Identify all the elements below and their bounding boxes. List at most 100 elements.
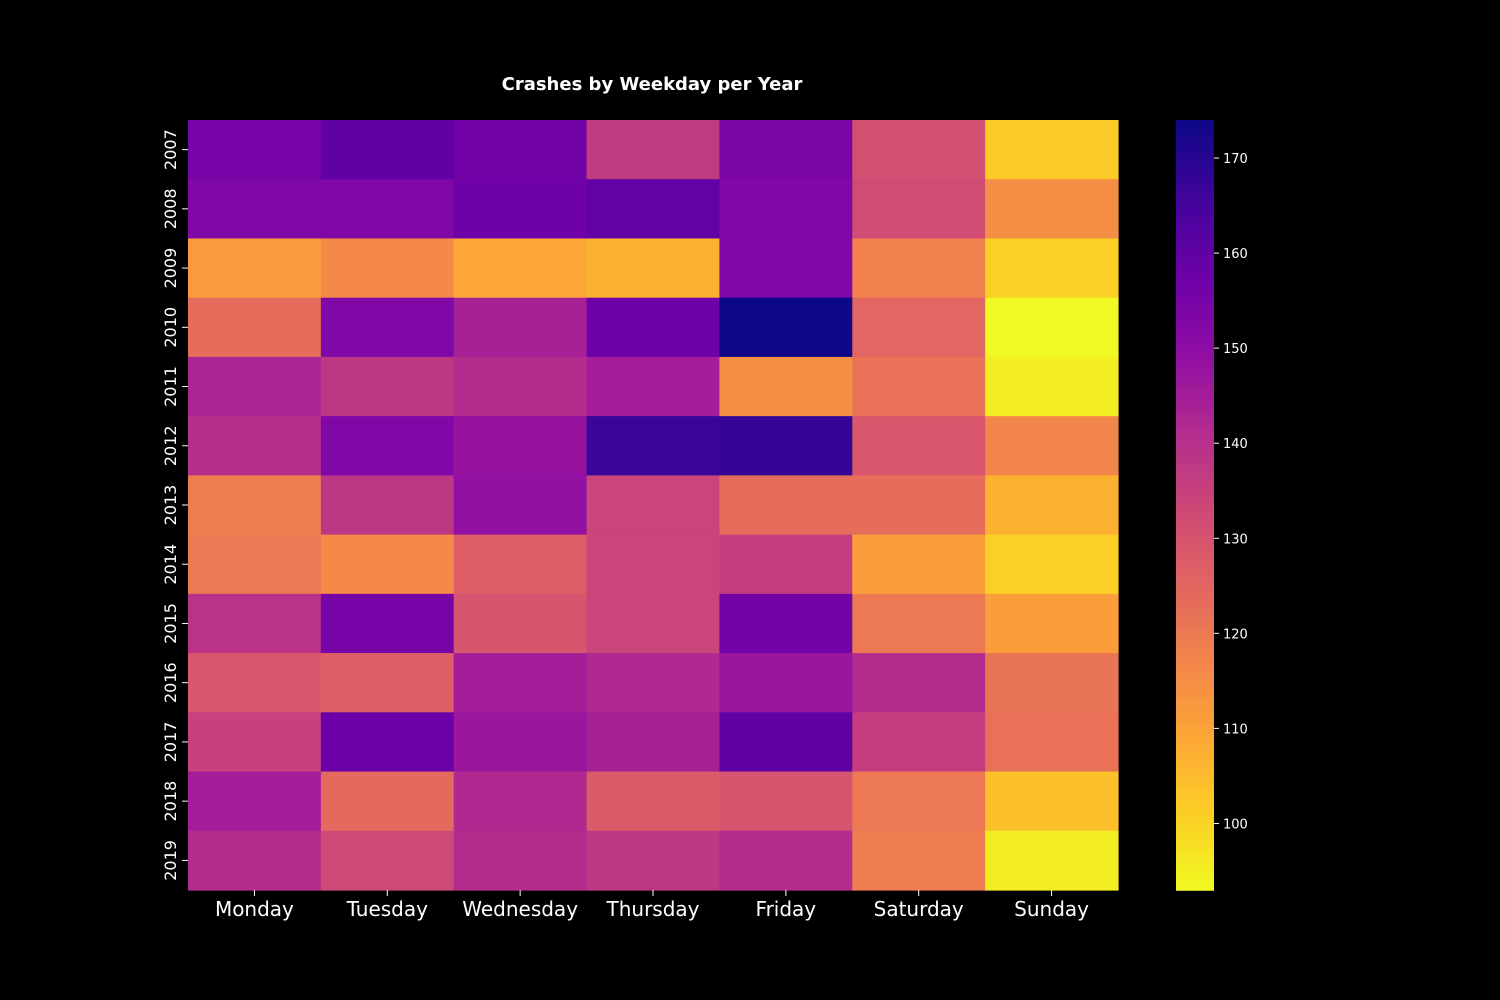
colorbar-segment <box>1176 589 1214 595</box>
colorbar-segment <box>1176 816 1214 822</box>
colorbar-segment <box>1176 720 1214 726</box>
colorbar-segment <box>1176 358 1214 364</box>
colorbar-segment <box>1176 878 1214 884</box>
y-axis-ticks: 2007 2008 2009 2010 2011 2012 2013 2014 2015 2016… <box>161 129 188 881</box>
colorbar-segment <box>1176 381 1214 387</box>
heatmap-cell <box>188 416 322 476</box>
heatmap-cell <box>586 830 721 891</box>
heatmap-cell <box>586 356 721 417</box>
heatmap-cell <box>188 830 322 891</box>
colorbar-segment <box>1176 859 1214 864</box>
heatmap-cell <box>453 830 588 891</box>
heatmap-cell <box>188 179 322 240</box>
colorbar-tick-label: 110 <box>1223 722 1248 737</box>
heatmap-cell <box>985 593 1119 654</box>
heatmap-cell <box>453 179 588 240</box>
heatmap-cell <box>188 653 322 713</box>
heatmap-cell <box>719 356 853 417</box>
colorbar-segment <box>1176 570 1214 576</box>
colorbar-segment <box>1176 166 1214 171</box>
colorbar-segment <box>1176 343 1214 348</box>
heatmap-cell <box>719 653 853 713</box>
colorbar-segment <box>1176 497 1214 502</box>
colorbar-segment <box>1176 170 1214 175</box>
colorbar-segment <box>1176 250 1214 256</box>
colorbar-segment <box>1176 716 1214 722</box>
y-tick-label: 2019 <box>161 840 180 881</box>
heatmap-cell <box>586 179 721 240</box>
colorbar-segment <box>1176 197 1214 202</box>
colorbar-segment <box>1176 412 1214 418</box>
colorbar-segment <box>1176 362 1214 368</box>
heatmap-cell <box>586 593 721 654</box>
heatmap-cell <box>320 534 455 595</box>
heatmap-cell <box>188 475 322 536</box>
colorbar-segment <box>1176 728 1214 733</box>
colorbar-segment <box>1176 451 1214 456</box>
colorbar-segment <box>1176 370 1214 375</box>
colorbar-segment <box>1176 836 1214 841</box>
colorbar-segment <box>1176 258 1214 264</box>
colorbar-segment <box>1176 235 1214 241</box>
colorbar-segment <box>1176 555 1214 560</box>
colorbar-segment <box>1176 385 1214 391</box>
y-tick-label: 2010 <box>161 307 180 348</box>
x-tick-label: Thursday <box>606 897 700 921</box>
colorbar-segment <box>1176 404 1214 410</box>
colorbar-segment <box>1176 866 1214 872</box>
heatmap-cell <box>453 534 588 595</box>
heatmap-cell <box>719 238 853 299</box>
heatmap-cell <box>719 712 853 773</box>
colorbar-segment <box>1176 674 1214 680</box>
colorbar-tick-label: 130 <box>1223 532 1248 547</box>
colorbar-segment <box>1176 770 1214 776</box>
heatmap-cell <box>586 416 721 476</box>
colorbar-segment <box>1176 736 1214 741</box>
colorbar-segment <box>1176 181 1214 187</box>
colorbar-segment <box>1176 366 1214 372</box>
colorbar-segment <box>1176 624 1214 629</box>
heatmap-cell <box>719 120 853 180</box>
colorbar-segment <box>1176 204 1214 210</box>
colorbar-segment <box>1176 416 1214 422</box>
y-tick-label: 2008 <box>161 188 180 229</box>
colorbar-segment <box>1176 339 1214 345</box>
colorbar-ticks: 100 110 120 130 140 150 160 170 <box>1214 152 1248 832</box>
colorbar-segment <box>1176 520 1214 526</box>
colorbar-segment <box>1176 647 1214 653</box>
colorbar-segment <box>1176 797 1214 803</box>
heatmap-cell <box>586 771 721 832</box>
heatmap-cell <box>320 416 455 476</box>
colorbar-segment <box>1176 697 1214 703</box>
colorbar-segment <box>1176 262 1214 268</box>
colorbar-segment <box>1176 643 1214 649</box>
colorbar-segment <box>1176 150 1214 156</box>
x-tick-label: Monday <box>215 897 294 921</box>
heatmap-cell <box>985 297 1119 358</box>
colorbar-segment <box>1176 247 1214 252</box>
colorbar-segment <box>1176 277 1214 283</box>
heatmap-cell <box>719 475 853 536</box>
colorbar-segment <box>1176 478 1214 483</box>
colorbar-segment <box>1176 512 1214 518</box>
colorbar-segment <box>1176 828 1214 834</box>
colorbar-segment <box>1176 143 1214 148</box>
heatmap-cell <box>852 297 986 358</box>
heatmap-cell <box>852 120 986 180</box>
heatmap-cell <box>719 297 853 358</box>
heatmap-cell <box>453 653 588 713</box>
colorbar-segment <box>1176 466 1214 472</box>
heatmap-cell <box>188 356 322 417</box>
y-tick-label: 2009 <box>161 248 180 289</box>
colorbar-segment <box>1176 139 1214 144</box>
colorbar-segment <box>1176 843 1214 849</box>
colorbar-segment <box>1176 308 1214 314</box>
y-tick-label: 2014 <box>161 544 180 585</box>
colorbar-segment <box>1176 505 1214 510</box>
colorbar-segment <box>1176 809 1214 814</box>
colorbar-segment <box>1176 270 1214 275</box>
heatmap-cell <box>188 534 322 595</box>
colorbar-segment <box>1176 443 1214 449</box>
colorbar-segment <box>1176 331 1214 337</box>
colorbar-segment <box>1176 605 1214 610</box>
